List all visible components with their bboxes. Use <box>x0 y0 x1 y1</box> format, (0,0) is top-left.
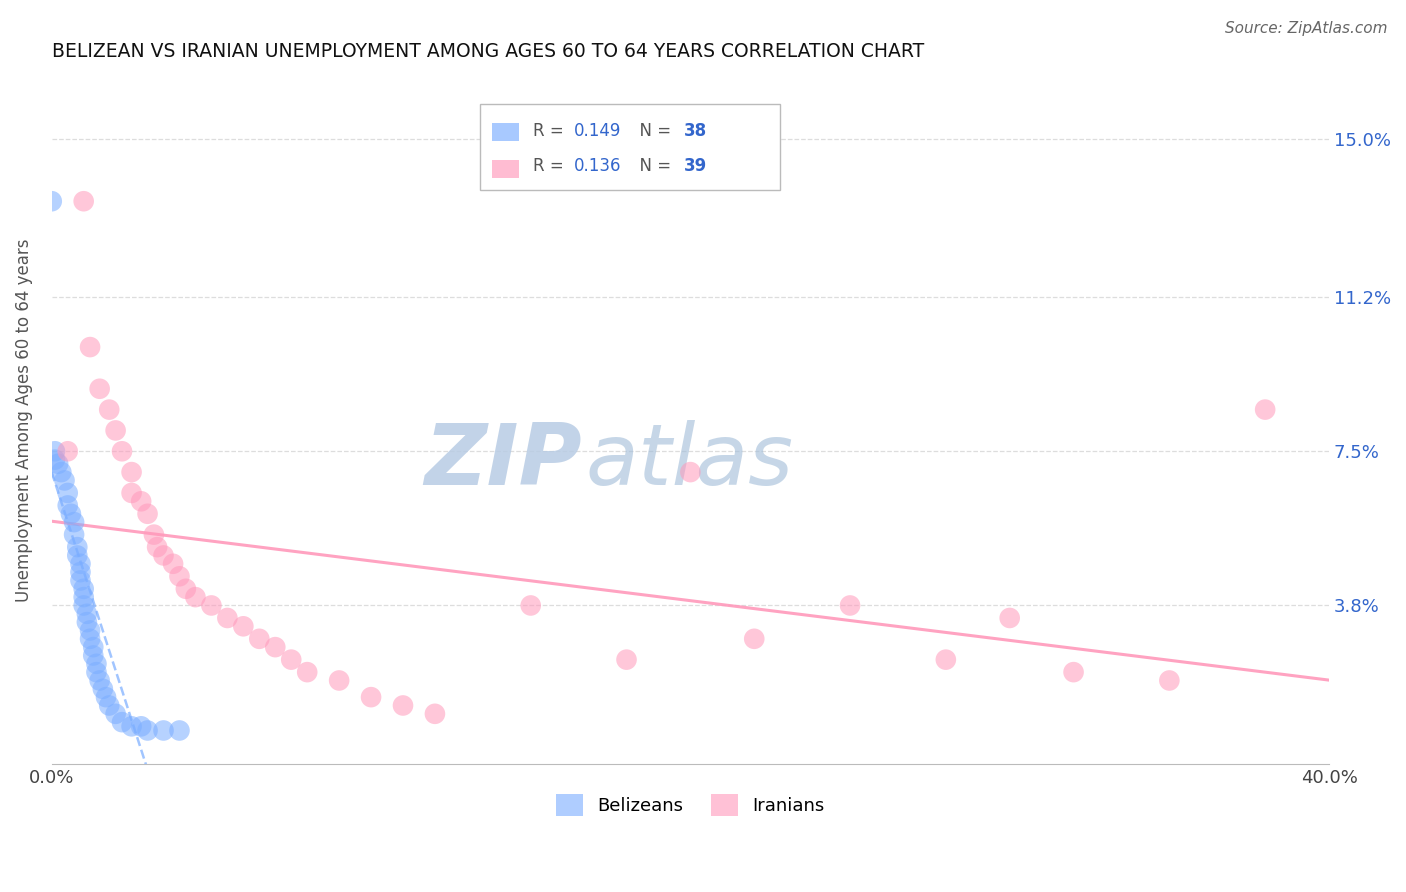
Point <box>169 569 191 583</box>
Point <box>295 665 318 680</box>
Legend: Belizeans, Iranians: Belizeans, Iranians <box>548 787 832 823</box>
Point <box>121 719 143 733</box>
Point <box>79 340 101 354</box>
Point <box>73 599 96 613</box>
Point <box>616 653 638 667</box>
Text: ZIP: ZIP <box>425 420 582 503</box>
Point <box>679 465 702 479</box>
Point <box>56 444 79 458</box>
Point <box>73 582 96 596</box>
Point <box>111 715 134 730</box>
Text: R =: R = <box>533 122 569 140</box>
Point <box>76 615 98 629</box>
Text: 0.149: 0.149 <box>574 122 621 140</box>
Point <box>63 527 86 541</box>
Point <box>53 474 76 488</box>
Point <box>121 486 143 500</box>
Point <box>136 507 159 521</box>
Point <box>51 465 73 479</box>
Point <box>41 194 63 209</box>
Point <box>839 599 862 613</box>
Point <box>162 557 184 571</box>
Point <box>79 632 101 646</box>
Point <box>56 486 79 500</box>
Text: N =: N = <box>628 122 676 140</box>
Point <box>1254 402 1277 417</box>
Point <box>519 599 541 613</box>
FancyBboxPatch shape <box>492 123 519 141</box>
Point <box>121 465 143 479</box>
Point <box>111 444 134 458</box>
Text: 0.136: 0.136 <box>574 158 621 176</box>
Point <box>152 549 174 563</box>
Point <box>69 557 91 571</box>
Point <box>66 540 89 554</box>
Point <box>328 673 350 688</box>
Point <box>360 690 382 705</box>
Point <box>104 706 127 721</box>
Point <box>152 723 174 738</box>
Point <box>392 698 415 713</box>
Point <box>136 723 159 738</box>
Point <box>998 611 1021 625</box>
Point <box>184 590 207 604</box>
Point <box>66 549 89 563</box>
Point <box>94 690 117 705</box>
Text: Source: ZipAtlas.com: Source: ZipAtlas.com <box>1225 21 1388 36</box>
Point <box>1063 665 1085 680</box>
Point <box>104 424 127 438</box>
Point <box>98 402 121 417</box>
Point <box>423 706 446 721</box>
Point <box>44 444 66 458</box>
Point <box>129 494 152 508</box>
Point <box>742 632 765 646</box>
Point <box>86 665 108 680</box>
Point <box>76 607 98 621</box>
Point <box>73 194 96 209</box>
FancyBboxPatch shape <box>492 161 519 178</box>
Point <box>91 681 114 696</box>
Point <box>935 653 957 667</box>
Point <box>129 719 152 733</box>
Point <box>89 673 111 688</box>
Point <box>247 632 270 646</box>
Point <box>142 527 165 541</box>
Point <box>69 565 91 579</box>
Point <box>73 590 96 604</box>
Point <box>82 648 104 663</box>
Point <box>264 640 287 654</box>
Point <box>56 499 79 513</box>
Text: R =: R = <box>533 158 569 176</box>
Point <box>169 723 191 738</box>
Text: BELIZEAN VS IRANIAN UNEMPLOYMENT AMONG AGES 60 TO 64 YEARS CORRELATION CHART: BELIZEAN VS IRANIAN UNEMPLOYMENT AMONG A… <box>52 42 924 61</box>
Point <box>44 452 66 467</box>
Point <box>232 619 254 633</box>
Point <box>59 507 82 521</box>
Text: 38: 38 <box>683 122 707 140</box>
Point <box>46 457 69 471</box>
FancyBboxPatch shape <box>479 103 780 190</box>
Y-axis label: Unemployment Among Ages 60 to 64 years: Unemployment Among Ages 60 to 64 years <box>15 238 32 602</box>
Point <box>82 640 104 654</box>
Text: atlas: atlas <box>586 420 793 503</box>
Point <box>86 657 108 671</box>
Point <box>217 611 239 625</box>
Point <box>98 698 121 713</box>
Point <box>63 515 86 529</box>
Point <box>146 540 169 554</box>
Point <box>280 653 302 667</box>
Point <box>174 582 197 596</box>
Point <box>69 574 91 588</box>
Text: N =: N = <box>628 158 676 176</box>
Point <box>200 599 222 613</box>
Point <box>1159 673 1181 688</box>
Point <box>89 382 111 396</box>
Text: 39: 39 <box>683 158 707 176</box>
Point <box>79 624 101 638</box>
